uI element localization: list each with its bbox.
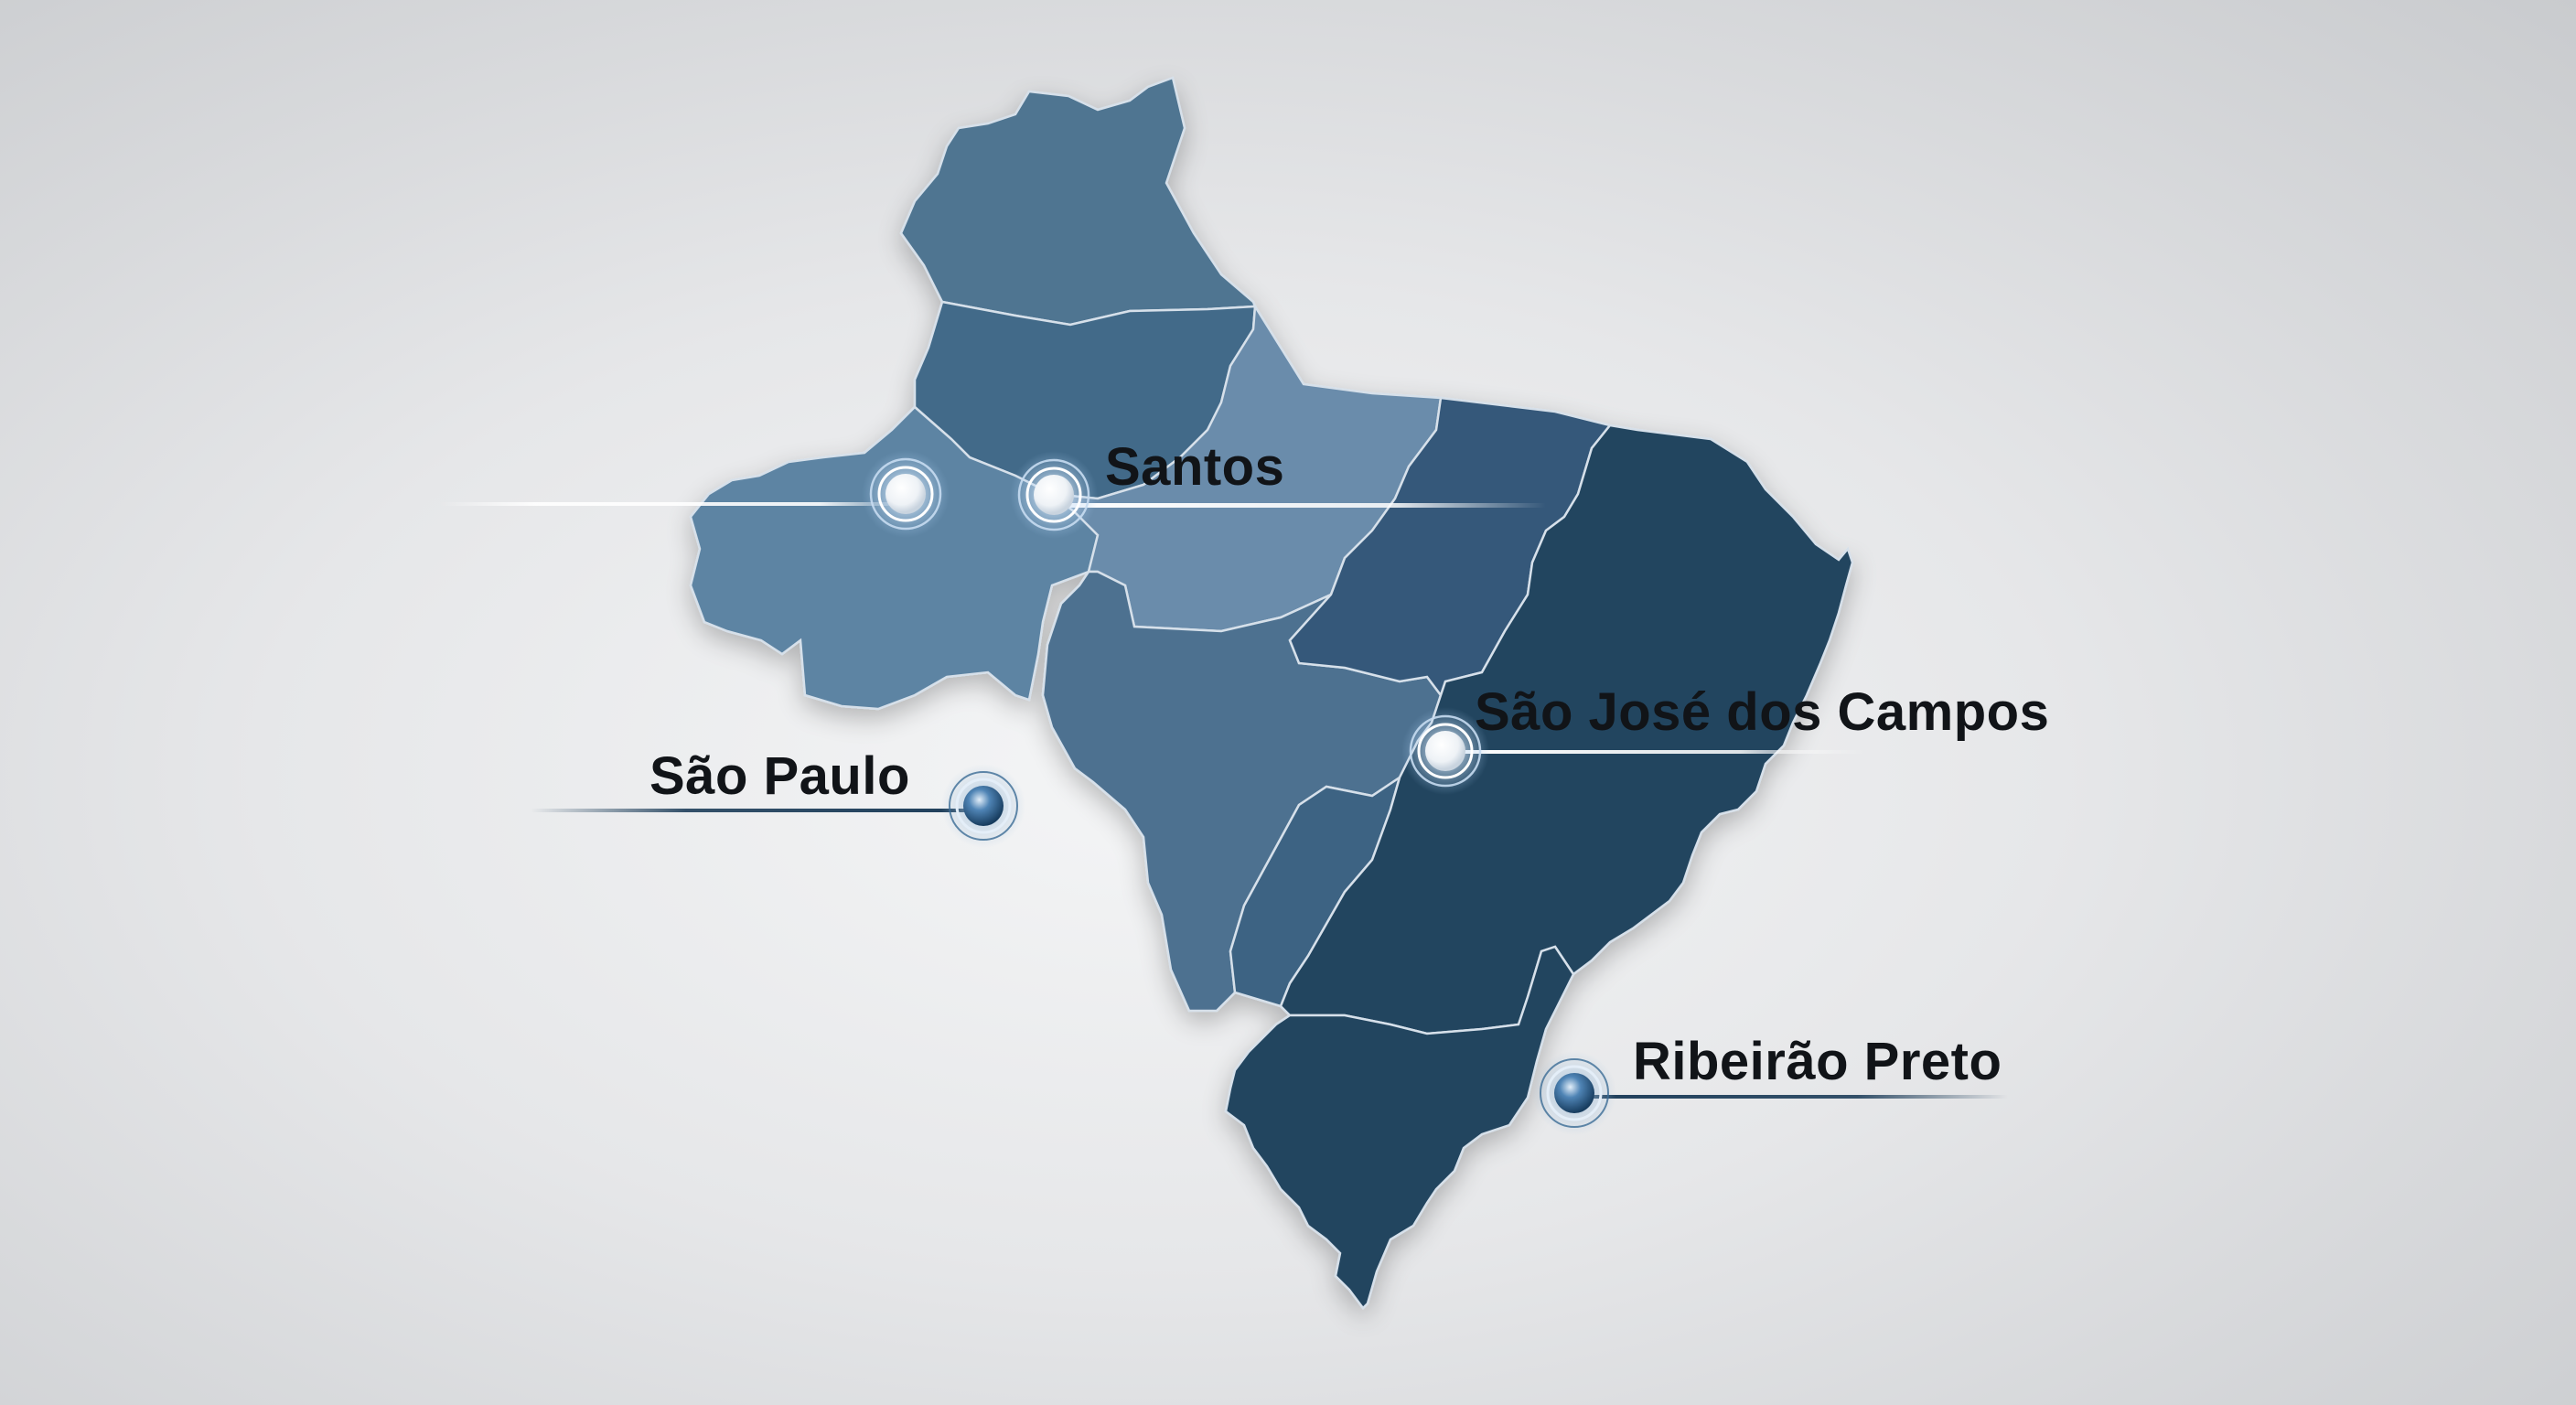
leader-line-santos xyxy=(1047,503,1546,508)
location-marker-icon[interactable] xyxy=(862,450,950,538)
location-marker-icon[interactable] xyxy=(1010,451,1098,539)
city-label-sao-paulo: São Paulo xyxy=(649,746,910,806)
city-label-santos: Santos xyxy=(1105,437,1285,497)
city-label-sao-jose-dos-campos: São José dos Campos xyxy=(1475,682,2050,742)
leader-lines xyxy=(439,502,2008,1099)
leader-line-ribeirao xyxy=(1578,1095,2008,1099)
markers xyxy=(862,450,1616,1135)
leader-line-sao-paulo xyxy=(531,809,974,812)
location-marker-icon[interactable] xyxy=(941,764,1025,848)
leader-line-west xyxy=(439,502,915,506)
location-marker-icon[interactable] xyxy=(1532,1051,1616,1135)
leader-line-sao-jose xyxy=(1445,750,1866,754)
region-south xyxy=(1224,945,1575,1310)
regions-group xyxy=(689,76,1854,1310)
city-label-ribeirao-preto: Ribeirão Preto xyxy=(1633,1032,2002,1091)
location-marker-icon[interactable] xyxy=(1401,707,1489,795)
region-north-top xyxy=(899,76,1257,327)
